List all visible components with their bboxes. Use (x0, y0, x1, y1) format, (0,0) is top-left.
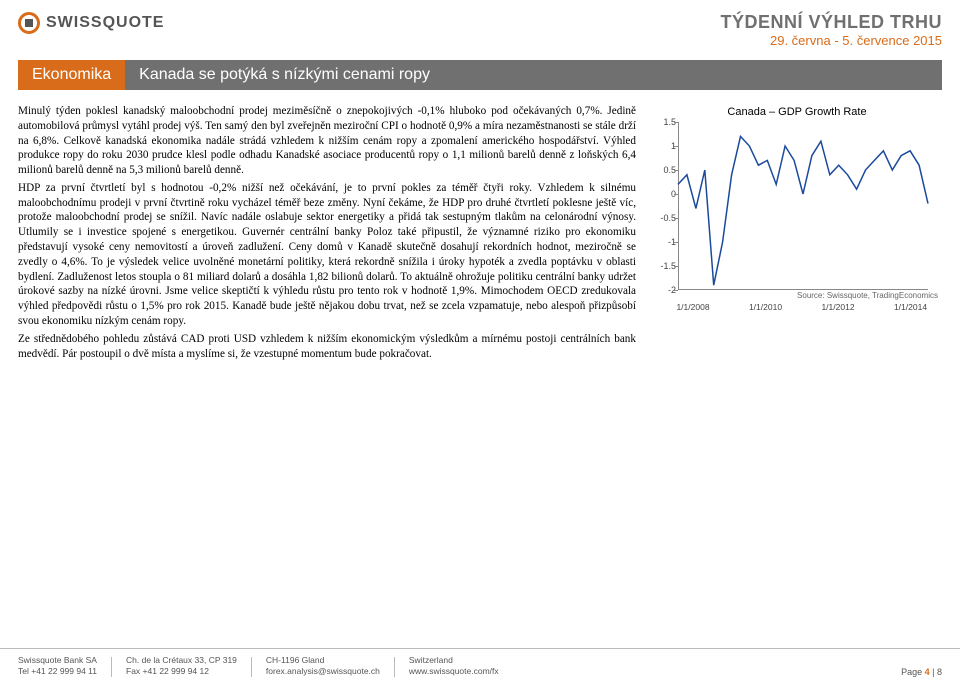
footer-address: Ch. de la Crétaux 33, CP 319 (126, 655, 237, 666)
gdp-chart: Canada – GDP Growth Rate 1.5 1 0.5 0 -0.5 -1 -… (652, 104, 942, 314)
footer-divider (111, 657, 112, 677)
article-paragraph: HDP za první čtvrtletí byl s hodnotou -0… (18, 181, 636, 329)
footer-col-address: Ch. de la Crétaux 33, CP 319 Fax +41 22 … (126, 655, 237, 677)
content-row: Minulý týden poklesl kanadský maloobchod… (0, 104, 960, 364)
footer-country: Switzerland (409, 655, 499, 666)
page-number: Page 4 | 8 (901, 667, 942, 677)
chart-xtick: 1/1/2008 (676, 302, 709, 312)
footer-fax: Fax +41 22 999 94 12 (126, 666, 237, 677)
footer-col-company: Swissquote Bank SA Tel +41 22 999 94 11 (18, 655, 97, 677)
footer-divider (251, 657, 252, 677)
chart-ytick: -2 (654, 285, 676, 295)
section-label: Ekonomika (18, 60, 125, 90)
chart-title: Canada – GDP Growth Rate (727, 106, 866, 118)
page-footer: Swissquote Bank SA Tel +41 22 999 94 11 … (0, 648, 960, 681)
chart-ytick: 0 (654, 189, 676, 199)
article-body: Minulý týden poklesl kanadský maloobchod… (18, 104, 636, 364)
chart-ytick: 1 (654, 141, 676, 151)
page-current: 4 (925, 667, 930, 677)
report-title: TÝDENNÍ VÝHLED TRHU (720, 12, 942, 33)
chart-ytick: 0.5 (654, 165, 676, 175)
chart-ytick: -0.5 (654, 213, 676, 223)
report-title-block: TÝDENNÍ VÝHLED TRHU 29. června - 5. červ… (720, 12, 942, 48)
footer-city: CH-1196 Gland (266, 655, 380, 666)
report-date: 29. června - 5. července 2015 (720, 33, 942, 48)
footer-col-country: Switzerland www.swissquote.com/fx (409, 655, 499, 677)
footer-url: www.swissquote.com/fx (409, 666, 499, 677)
swissquote-icon (18, 12, 40, 34)
chart-xtick: 1/1/2012 (821, 302, 854, 312)
chart-xtick: 1/1/2010 (749, 302, 782, 312)
chart-line-series (678, 122, 928, 290)
chart-ytick: 1.5 (654, 117, 676, 127)
footer-company: Swissquote Bank SA (18, 655, 97, 666)
footer-email: forex.analysis@swissquote.ch (266, 666, 380, 677)
chart-xtick: 1/1/2014 (894, 302, 927, 312)
footer-col-city: CH-1196 Gland forex.analysis@swissquote.… (266, 655, 380, 677)
page-header: SWISSQUOTE TÝDENNÍ VÝHLED TRHU 29. červn… (0, 0, 960, 54)
article-paragraph: Minulý týden poklesl kanadský maloobchod… (18, 104, 636, 178)
article-paragraph: Ze střednědobého pohledu zůstává CAD pro… (18, 332, 636, 362)
chart-ytick: -1.5 (654, 261, 676, 271)
brand-name: SWISSQUOTE (46, 14, 164, 32)
footer-divider (394, 657, 395, 677)
chart-source: Source: Swissquote, TradingEconomics (797, 291, 938, 300)
chart-ytick: -1 (654, 237, 676, 247)
section-banner: Ekonomika Kanada se potýká s nízkými cen… (18, 60, 942, 90)
page-total: 8 (937, 667, 942, 677)
section-headline: Kanada se potýká s nízkými cenami ropy (125, 60, 942, 90)
brand-logo: SWISSQUOTE (18, 12, 164, 34)
footer-tel: Tel +41 22 999 94 11 (18, 666, 97, 677)
